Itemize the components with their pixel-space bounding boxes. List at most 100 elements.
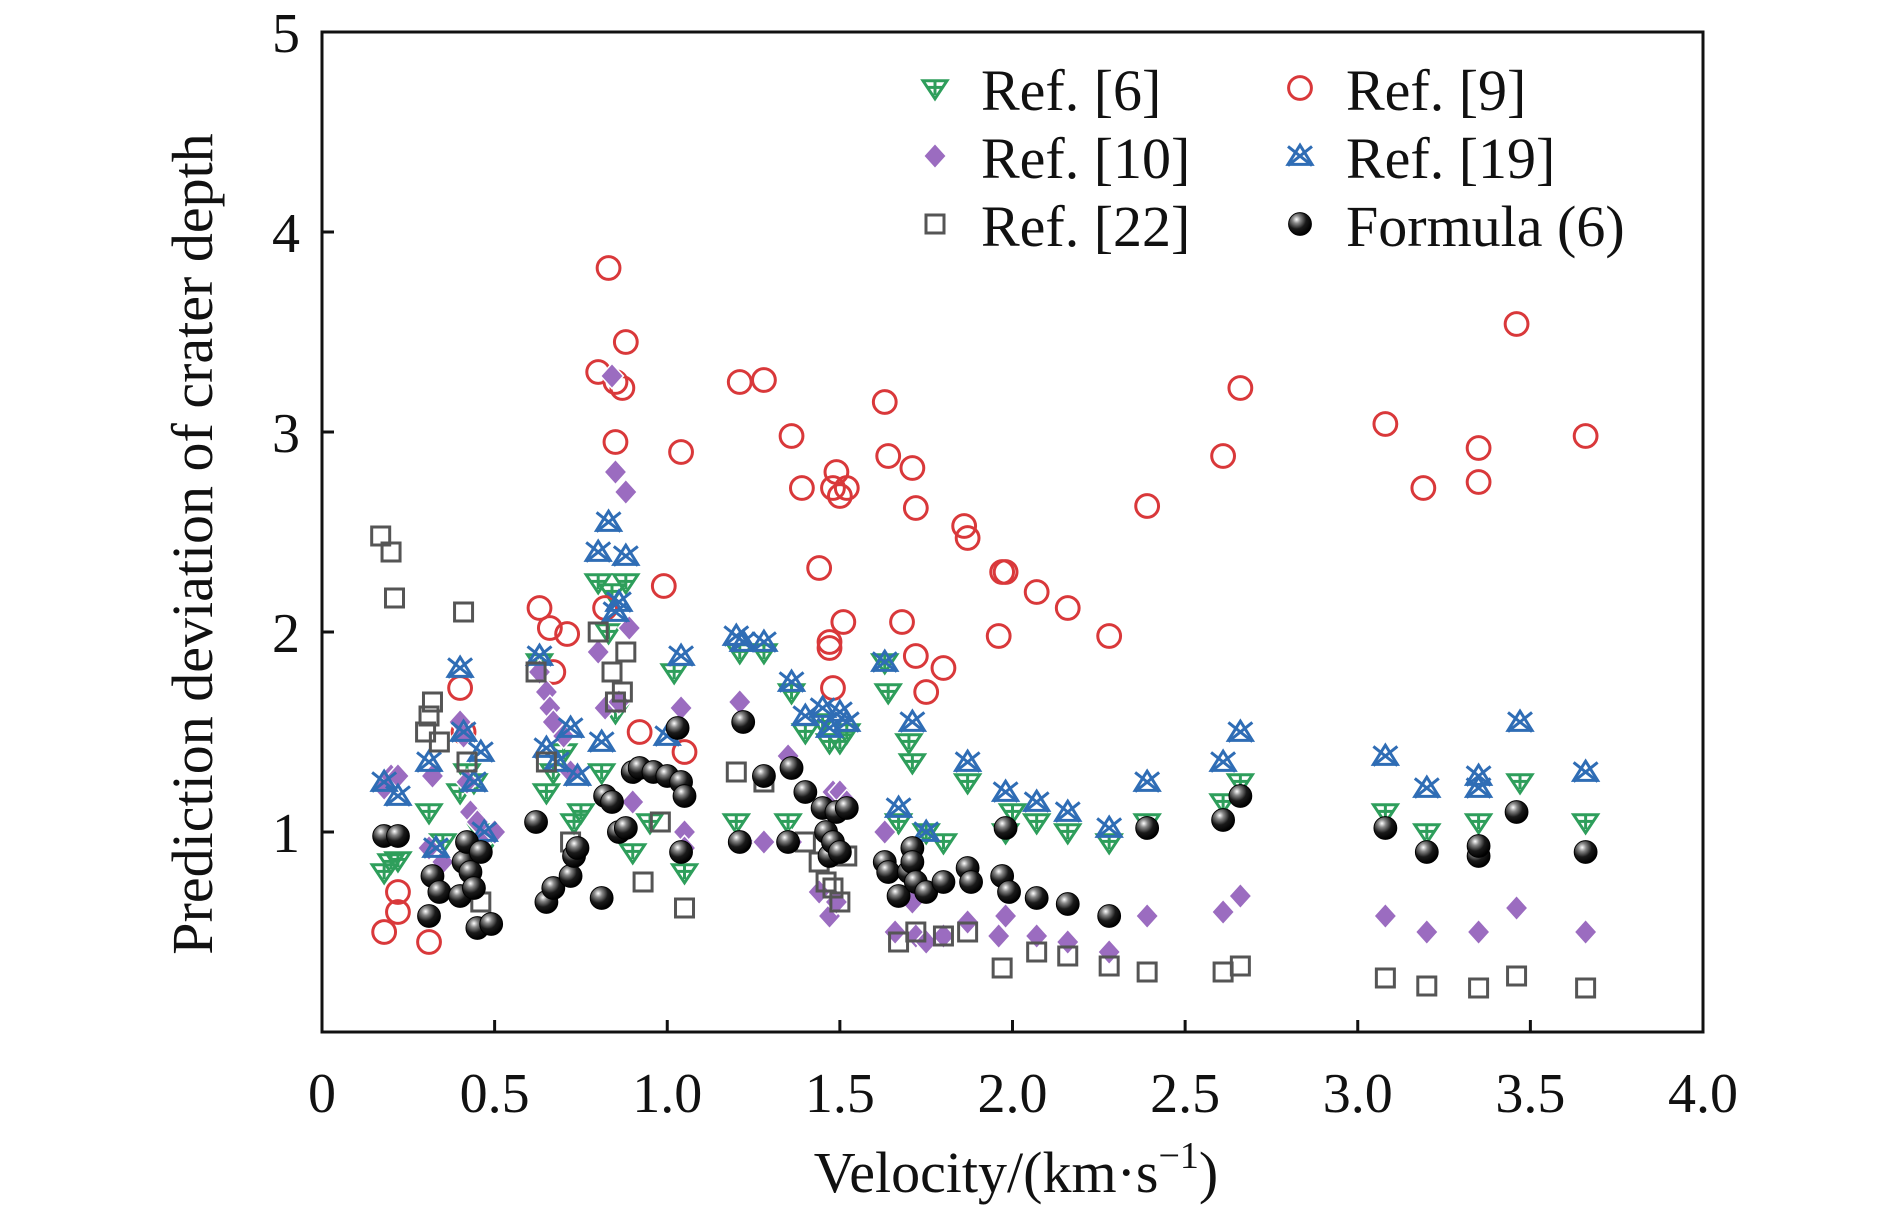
- data-point: [749, 628, 779, 653]
- data-point: [725, 761, 747, 783]
- data-point: [380, 541, 402, 563]
- y-tick-label: 5: [272, 3, 300, 65]
- axis-ticks: 0 0.5 1.0 1.5 2.0 2.5 3.0 3.5 4.0 1 2 3 4 5: [272, 3, 1738, 1125]
- data-point: [1466, 834, 1491, 858]
- data-point: [615, 641, 637, 663]
- data-point: [668, 439, 694, 465]
- data-point: [1096, 623, 1123, 649]
- data-point: [1055, 892, 1080, 916]
- data-point: [421, 834, 451, 859]
- data-point: [905, 921, 927, 943]
- data-point: [930, 655, 957, 681]
- data-point: [875, 443, 902, 469]
- data-point: [1465, 469, 1492, 495]
- data-point: [421, 691, 443, 713]
- data-point: [823, 459, 850, 485]
- data-point: [1372, 902, 1398, 930]
- data-point: [613, 478, 639, 506]
- data-point: [536, 615, 563, 641]
- data-point: [586, 728, 617, 753]
- data-point: [832, 708, 862, 733]
- data-point: [1570, 758, 1601, 783]
- data-point: [1225, 718, 1256, 743]
- legend-marker: [1285, 142, 1315, 167]
- data-point: [541, 876, 566, 900]
- data-point: [827, 840, 852, 864]
- data-point: [1372, 411, 1399, 437]
- data-point: [1212, 961, 1234, 983]
- legend-item-ref-9: Ref. [9]: [1287, 58, 1526, 123]
- data-point: [385, 879, 411, 905]
- data-point: [1057, 945, 1079, 967]
- x-tick-label: 3.0: [1323, 1063, 1393, 1125]
- data-point: [1416, 975, 1438, 997]
- data-point: [883, 794, 914, 819]
- y-tick-label: 3: [272, 403, 300, 465]
- x-tick-label: 2.0: [978, 1063, 1048, 1125]
- data-point: [728, 628, 758, 653]
- data-point: [991, 957, 1013, 979]
- data-point: [531, 783, 562, 806]
- data-point: [872, 818, 898, 846]
- data-point: [665, 716, 690, 740]
- legend-marker: [922, 142, 948, 170]
- data-point: [593, 508, 624, 533]
- data-point: [951, 513, 978, 539]
- data-point: [1229, 955, 1251, 977]
- data-point: [558, 864, 583, 888]
- data-point: [1575, 977, 1597, 999]
- data-point: [611, 681, 633, 703]
- legend-label: Formula (6): [1346, 194, 1625, 259]
- data-point: [1414, 918, 1440, 946]
- data-point: [1024, 886, 1049, 910]
- x-tick-label: 1.0: [632, 1063, 702, 1125]
- data-point: [773, 813, 803, 836]
- data-point: [752, 764, 776, 788]
- data-point: [931, 870, 956, 894]
- data-point: [952, 773, 983, 796]
- data-point: [620, 788, 646, 816]
- data-point: [876, 860, 901, 884]
- legend-label: Ref. [6]: [981, 58, 1161, 123]
- data-point: [894, 733, 924, 756]
- data-point: [416, 929, 442, 955]
- data-point: [587, 621, 609, 643]
- data-point: [418, 705, 440, 727]
- legend-label: Ref. [22]: [981, 194, 1190, 259]
- data-point: [1505, 773, 1535, 796]
- x-axis-label-close: ): [1199, 1140, 1218, 1205]
- data-point: [671, 739, 698, 765]
- data-point: [669, 840, 693, 864]
- data-point: [776, 830, 800, 854]
- x-tick-label: 0: [308, 1063, 336, 1125]
- data-point: [1570, 813, 1601, 836]
- data-point: [1052, 823, 1083, 846]
- data-point: [1208, 748, 1238, 773]
- data-point: [829, 891, 851, 913]
- data-point: [1227, 375, 1254, 401]
- x-tick-label: 3.5: [1495, 1063, 1565, 1125]
- data-point: [1136, 961, 1158, 983]
- legend-label: Ref. [19]: [1346, 126, 1555, 191]
- legend-item-formula-6: Formula (6): [1288, 194, 1625, 259]
- data-point: [466, 738, 496, 763]
- data-point: [565, 836, 590, 860]
- data-point: [1208, 793, 1238, 816]
- data-point: [731, 710, 756, 734]
- data-point: [788, 475, 815, 501]
- data-point: [779, 756, 804, 780]
- data-point: [997, 880, 1021, 904]
- data-point: [384, 587, 406, 609]
- data-point: [1134, 493, 1161, 519]
- data-point: [613, 816, 638, 840]
- data-point: [669, 863, 700, 886]
- data-point: [1210, 443, 1237, 469]
- data-point: [586, 763, 617, 786]
- data-point: [993, 816, 1018, 840]
- data-point: [524, 810, 548, 834]
- x-axis-label-superscript: −1: [1158, 1135, 1198, 1177]
- data-point: [371, 919, 398, 945]
- data-point: [1098, 955, 1120, 977]
- data-point: [562, 762, 593, 787]
